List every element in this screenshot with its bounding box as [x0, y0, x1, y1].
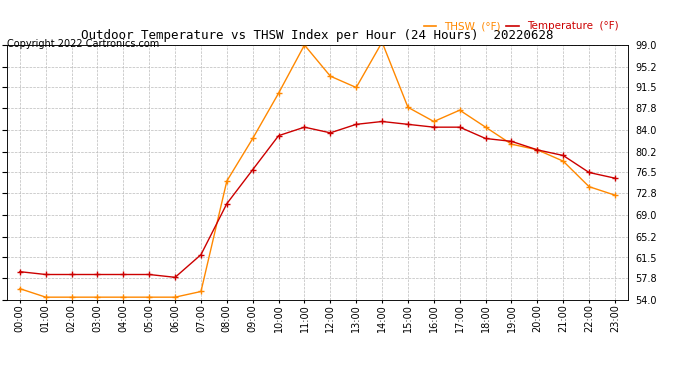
Title: Outdoor Temperature vs THSW Index per Hour (24 Hours)  20220628: Outdoor Temperature vs THSW Index per Ho…: [81, 30, 553, 42]
Text: Copyright 2022 Cartronics.com: Copyright 2022 Cartronics.com: [7, 39, 159, 50]
Legend: THSW  (°F), Temperature  (°F): THSW (°F), Temperature (°F): [420, 17, 622, 35]
